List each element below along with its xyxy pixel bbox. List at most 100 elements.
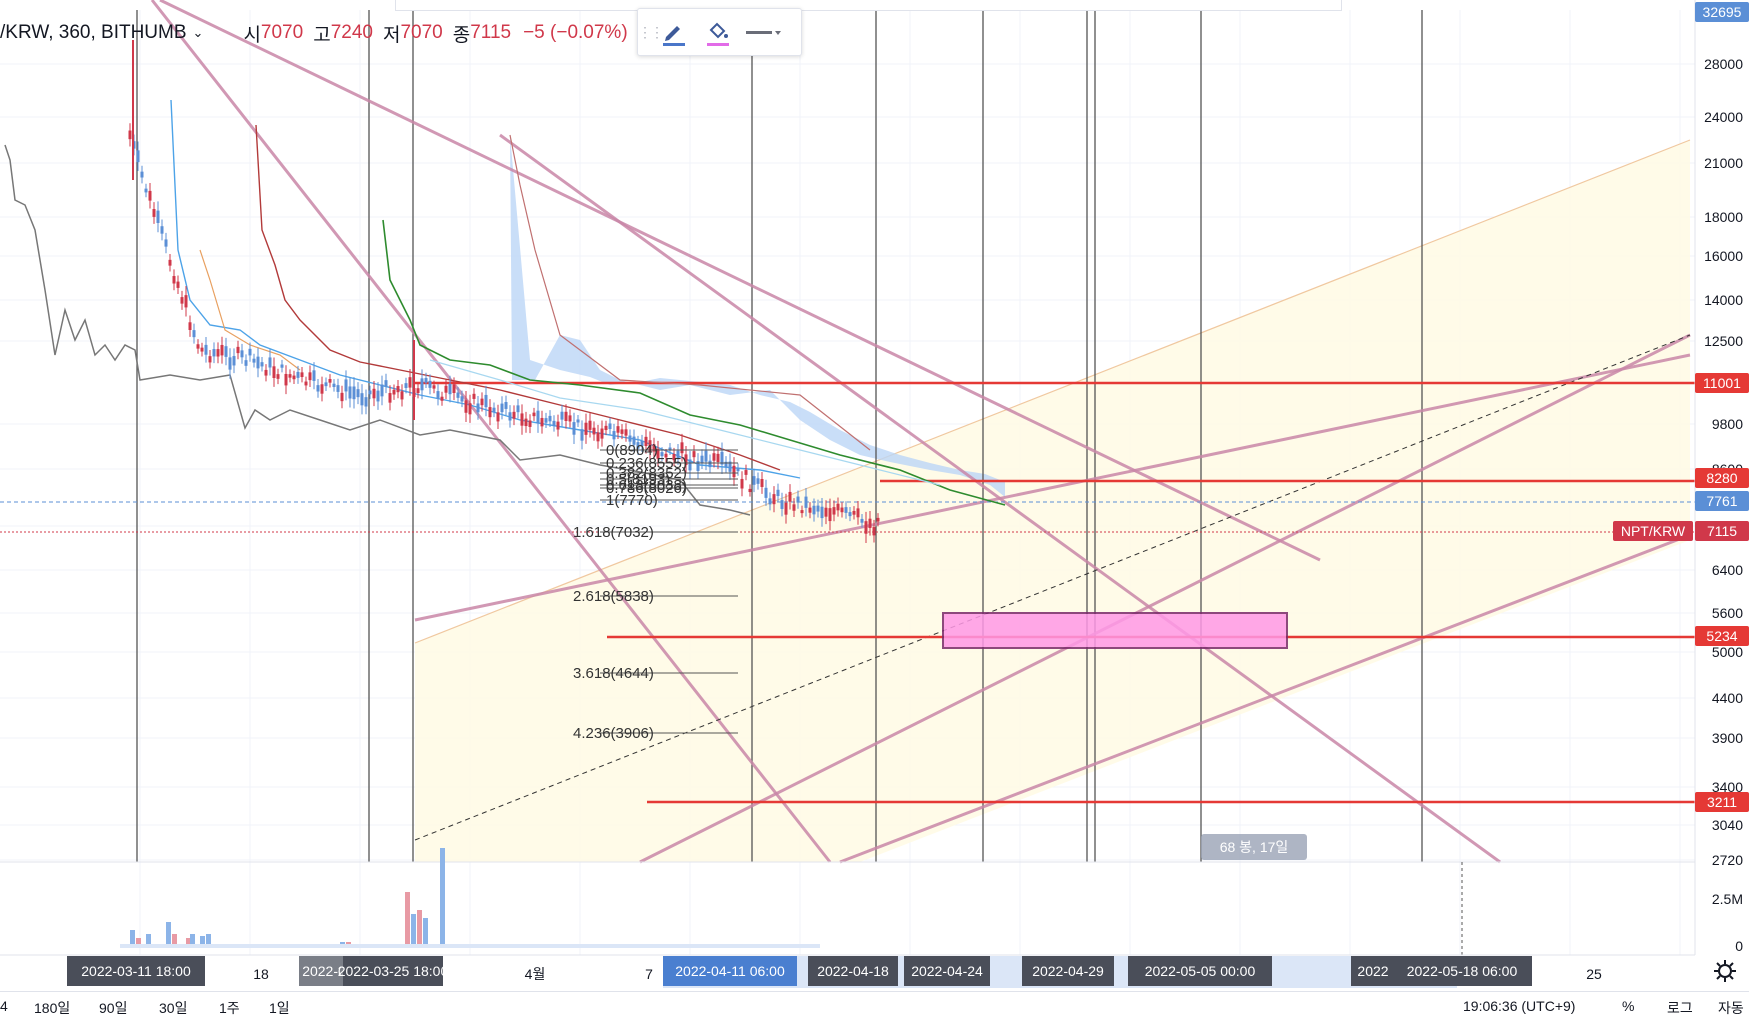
candle-body xyxy=(740,478,744,489)
timeframe-1d[interactable]: 1일 xyxy=(269,1000,290,1016)
candle-body xyxy=(780,500,784,509)
candle-body xyxy=(208,356,212,363)
open-value: 7070 xyxy=(260,22,304,43)
symbol-label[interactable]: /KRW, 360, BITHUMB xyxy=(0,22,187,43)
candle-body xyxy=(168,259,172,266)
candle-body xyxy=(204,344,208,355)
time-badge-label: 2022-04-29 xyxy=(1032,963,1104,979)
timeframe-4[interactable]: 4 xyxy=(0,998,8,1014)
candle-body xyxy=(440,396,444,401)
line-style-icon[interactable] xyxy=(740,13,784,51)
candle-body xyxy=(772,494,776,505)
log-toggle[interactable]: 로그 xyxy=(1667,1000,1693,1016)
candle-body xyxy=(708,460,712,468)
candle-body xyxy=(604,425,608,431)
candle-body xyxy=(848,512,852,517)
candle-body xyxy=(444,385,448,393)
candle-body xyxy=(844,507,848,513)
candle-body xyxy=(432,385,436,389)
candle-body xyxy=(688,459,692,471)
candle-body xyxy=(200,347,204,352)
candle-body xyxy=(608,423,612,430)
drag-handle-icon[interactable]: ⋮⋮ xyxy=(638,23,664,40)
price-badge-label: 8280 xyxy=(1706,470,1737,486)
time-badge-label: 2022-0 xyxy=(302,963,346,979)
time-badge-label: 2022-04-24 xyxy=(911,963,983,979)
candle-body xyxy=(460,396,464,402)
change-value: −5 (−0.07%) xyxy=(523,22,628,43)
trend-line[interactable] xyxy=(414,353,1691,622)
gear-icon[interactable] xyxy=(1712,958,1738,984)
candle-body xyxy=(136,150,140,163)
highlight-box[interactable] xyxy=(942,612,1288,649)
candle-body xyxy=(684,454,688,466)
candle-body xyxy=(548,415,552,422)
timeframe-180d[interactable]: 180일 xyxy=(34,1000,71,1016)
time-badge-label: 2022-03-25 18:00 xyxy=(338,963,449,979)
candle-body xyxy=(536,410,540,424)
timeframe-90d[interactable]: 90일 xyxy=(99,1000,128,1016)
candle-body xyxy=(484,394,488,408)
candle-body xyxy=(876,517,880,522)
candle-body xyxy=(812,505,816,515)
candle-body xyxy=(408,377,412,388)
candle-body xyxy=(344,379,348,392)
price-tick-label: 24000 xyxy=(1704,109,1743,125)
legend-header: /KRW, 360, BITHUMB ⌄ 시 7070 고 7240 저 7070 종… xyxy=(0,18,628,48)
candle-body xyxy=(392,389,396,395)
price-badge-label: 11001 xyxy=(1703,375,1741,391)
candle-body xyxy=(472,393,476,399)
candle-body xyxy=(568,415,572,422)
trend-line[interactable] xyxy=(159,0,1321,562)
volume-bar xyxy=(423,918,428,948)
candle-body xyxy=(624,429,628,436)
fib-label-6: 1(7770) xyxy=(606,492,658,509)
trend-line[interactable] xyxy=(150,0,832,863)
candle-body xyxy=(508,412,512,421)
candle-body xyxy=(820,506,824,519)
ma-orange-line xyxy=(199,249,301,371)
channel-fill xyxy=(415,140,1690,862)
candle-body xyxy=(668,447,672,451)
candle-body xyxy=(148,190,152,201)
price-tick-label: 21000 xyxy=(1704,155,1743,171)
trend-line[interactable] xyxy=(639,333,1691,864)
candle-body xyxy=(276,374,280,379)
candle-body xyxy=(560,411,564,420)
candle-body xyxy=(760,479,764,487)
price-badge-label: 7761 xyxy=(1706,493,1737,509)
candle-body xyxy=(312,370,316,381)
range-label: 68 봉, 17일 xyxy=(1220,839,1289,855)
pencil-icon[interactable] xyxy=(652,13,696,51)
chevron-down-icon[interactable]: ⌄ xyxy=(192,25,204,40)
percent-toggle[interactable]: % xyxy=(1622,998,1635,1014)
candle-body xyxy=(836,503,840,511)
candle-body xyxy=(180,297,184,304)
candle-body xyxy=(756,478,760,484)
candle-body xyxy=(868,518,872,529)
time-badge xyxy=(343,956,443,986)
price-tick-label: 12500 xyxy=(1704,333,1743,349)
candle-body xyxy=(520,413,524,426)
candle-body xyxy=(368,390,372,395)
trend-line[interactable] xyxy=(839,533,1691,864)
candle-body xyxy=(144,188,148,193)
auto-toggle[interactable]: 자동 xyxy=(1718,1000,1744,1016)
candle-body xyxy=(300,372,304,378)
volume-bar xyxy=(166,922,171,948)
high-value: 7240 xyxy=(330,22,373,43)
candle-body xyxy=(128,130,132,140)
candle-body xyxy=(196,344,200,349)
candle-body xyxy=(384,380,388,387)
paint-bucket-icon[interactable] xyxy=(696,13,740,51)
candle-body xyxy=(248,348,252,356)
candle-body xyxy=(288,374,292,378)
fib-label-2: 0.382(8352) xyxy=(606,465,687,482)
candle-body xyxy=(452,384,456,393)
volume-bar xyxy=(417,910,422,948)
timeframe-30d[interactable]: 30일 xyxy=(159,1000,188,1016)
candle-body xyxy=(500,403,504,413)
timeframe-1w[interactable]: 1주 xyxy=(219,1000,240,1016)
price-badge-label: NPT/KRW xyxy=(1621,523,1686,539)
